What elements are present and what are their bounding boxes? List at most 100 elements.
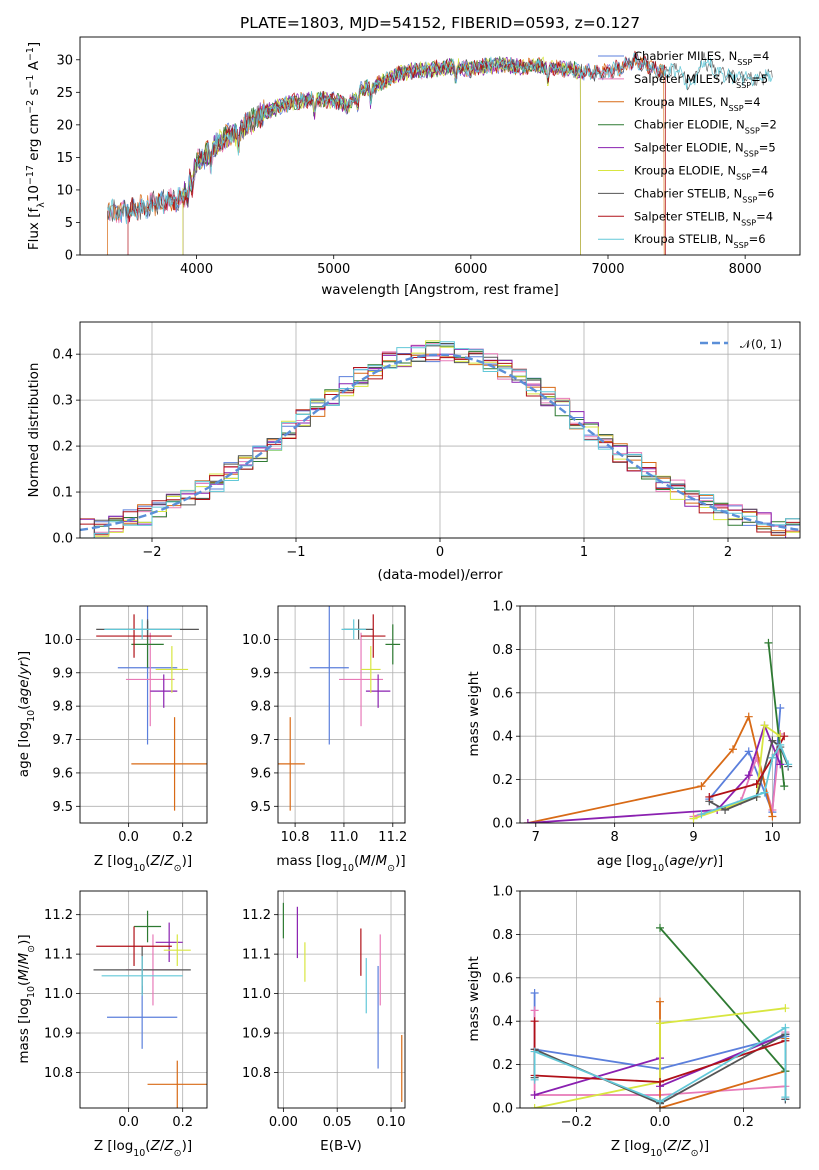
age-z-ylabel-part: age [log xyxy=(16,722,32,777)
age-mass-xtick-label: 11.2 xyxy=(378,830,407,845)
residual-axes: −2 −1 0 1 2 0.0 0.1 0.2 0.3 0.4 xyxy=(52,321,801,560)
spectrum-ylabel-part: 10 xyxy=(26,185,42,202)
weight-z-ytick-label: 0.8 xyxy=(492,928,513,943)
spectrum-ylabel-part: Flux [f xyxy=(26,207,42,251)
weight-age-xtick-label-part: 7 xyxy=(532,830,540,845)
spectrum-ylabel-part: λ xyxy=(36,202,47,208)
weight-z-kroupa-stelib-marker xyxy=(781,1023,790,1032)
age-z-ylabel-part: ( xyxy=(16,705,32,710)
legend-label-kroupa-elodie-part: SSP xyxy=(736,172,751,181)
weight-age-xlabel-part: age [log xyxy=(597,853,652,869)
age-mass-xlabel-part: 10 xyxy=(342,863,354,874)
age-z-ylabel-part: 10 xyxy=(26,710,37,722)
age-z-ylabel-part: age xyxy=(16,679,32,704)
weight-z-line-kroupa-elodie xyxy=(534,1007,786,1108)
weight-z-ytick-label: 0.2 xyxy=(492,1058,513,1073)
legend-label-kroupa-elodie: Kroupa ELODIE, NSSP=4 xyxy=(634,164,768,182)
weight-age-ytick-label: 0.2 xyxy=(492,773,513,788)
weight-z-chabrier-miles-marker xyxy=(530,988,539,997)
residual-legend: 𝒩(0, 1) xyxy=(700,337,782,351)
weight-z-frame xyxy=(519,890,801,1109)
spectrum-plot xyxy=(107,50,773,255)
residual-ylabel-part: Normed distribution xyxy=(26,363,42,498)
mass-z-xlabel-part: Z [log xyxy=(94,1138,133,1154)
age-mass-xtick-label-part: 10.8 xyxy=(281,830,310,845)
spectrum-xtick-label-part: 4000 xyxy=(180,262,213,277)
weight-age-ytick-label: 0.0 xyxy=(492,817,513,832)
mass-z-xlabel-part: )] xyxy=(182,1138,193,1154)
weight-z-plot xyxy=(530,923,790,1108)
residual-xtick-label-part: −2 xyxy=(142,545,161,560)
mass-z-xtick-label: 0.2 xyxy=(172,1115,193,1130)
weight-age-xlabel-part: 10 xyxy=(652,863,664,874)
weight-age-salpeter-stelib-marker xyxy=(705,792,714,801)
age-mass-xtick-label-part: 11.2 xyxy=(378,830,407,845)
age-z-ytick-label: 10.0 xyxy=(44,633,73,648)
legend-label-kroupa-stelib-part: SSP xyxy=(734,241,749,250)
spectrum-ylabel-part: −17 xyxy=(25,165,36,185)
weight-age-kroupa-miles-marker xyxy=(744,712,753,721)
weight-z-xlabel-part: Z xyxy=(680,1138,691,1154)
residual-hist-salpeter-miles xyxy=(80,342,800,533)
spectrum-xtick-label-part: 6000 xyxy=(454,262,487,277)
weight-z-kroupa-stelib-marker xyxy=(530,1075,539,1084)
spectrum-ytick-label-part: 15 xyxy=(56,151,73,166)
mass-z-ytick-label-part: 10.9 xyxy=(44,1027,73,1042)
mass-ebv-xtick-label-part: 0.05 xyxy=(323,1115,352,1130)
weight-z-line-kroupa-miles xyxy=(659,1001,787,1108)
spectrum-xtick-label: 5000 xyxy=(317,262,350,277)
age-z-xlabel-part: Z xyxy=(163,853,174,869)
age-mass-xlabel-part: mass [log xyxy=(276,853,342,869)
weight-age-xtick-label: 7 xyxy=(532,830,540,845)
legend-label-salpeter-miles-part: SSP xyxy=(736,80,751,89)
age-z-xlabel-part: ( xyxy=(145,853,150,869)
mass-ebv-xtick-label: 0.00 xyxy=(269,1115,298,1130)
spectrum-ylabel-part: ] xyxy=(26,42,42,47)
spectrum-ytick-label: 10 xyxy=(56,183,73,198)
age-z-ytick-label-part: 10.0 xyxy=(44,633,73,648)
mass-z-ylabel-part: 10 xyxy=(26,986,37,998)
residual-xtick-label: −1 xyxy=(286,545,305,560)
spectrum-line-kroupa-stelib xyxy=(107,52,773,225)
legend-label-salpeter-miles-part: =5 xyxy=(751,72,768,86)
age-mass-ytick-label-part: 9.7 xyxy=(250,733,271,748)
weight-z-xlabel: Z [log10(Z/Z⊙)] xyxy=(611,1138,709,1159)
weight-age-xtick-label: 8 xyxy=(611,830,619,845)
age-mass-ytick-label-part: 10.0 xyxy=(242,633,271,648)
age-z-ylabel-part: )] xyxy=(16,651,32,662)
mass-z-ylabel-part: ⊙ xyxy=(26,945,37,953)
legend-label-salpeter-elodie-part: Salpeter ELODIE, N xyxy=(634,141,744,155)
spectrum-axes: 4000 5000 6000 7000 8000 0 5 10 15 20 25 30 xyxy=(56,36,801,277)
weight-age-frame xyxy=(519,605,801,824)
weight-age-xtick-label: 10 xyxy=(764,830,781,845)
spectrum-ylabel-part: −1 xyxy=(25,47,36,61)
legend-label-kroupa-stelib-part: =6 xyxy=(749,232,766,246)
mass-z-plot xyxy=(93,910,207,1108)
age-z-ytick-label-part: 9.9 xyxy=(52,666,73,681)
weight-z-ytick-label-part: 0.0 xyxy=(492,1102,513,1117)
weight-age-plot xyxy=(523,638,793,823)
legend-label-salpeter-miles: Salpeter MILES, NSSP=5 xyxy=(634,72,768,90)
legend-label-chabrier-elodie-part: Chabrier ELODIE, N xyxy=(634,118,745,132)
weight-z-axes: −0.2 0.0 0.2 0.0 0.2 0.4 0.6 0.8 1.0 xyxy=(492,885,801,1130)
age-z-grid xyxy=(80,606,207,823)
mass-ebv-ytick-label-part: 11.1 xyxy=(242,948,271,963)
legend-label-salpeter-stelib: Salpeter STELIB, NSSP=4 xyxy=(634,209,773,227)
mass-ebv-ytick-label-part: 10.9 xyxy=(242,1027,271,1042)
spectrum-xtick-label: 4000 xyxy=(180,262,213,277)
mass-z-ytick-label: 11.0 xyxy=(44,987,73,1002)
legend-label-chabrier-elodie-part: =2 xyxy=(760,118,777,132)
mass-z-ytick-label: 11.2 xyxy=(44,908,73,923)
age-z-ytick-label: 9.7 xyxy=(52,733,73,748)
weight-z-ytick-label-part: 0.8 xyxy=(492,928,513,943)
mass-z-xlabel-part: / xyxy=(160,1138,165,1154)
age-mass-ytick-label-part: 9.9 xyxy=(250,666,271,681)
age-z-frame xyxy=(79,605,208,824)
residual-ytick-label-part: 0.0 xyxy=(52,532,73,547)
age-mass-ytick-label-part: 9.6 xyxy=(250,766,271,781)
mass-z-ylabel-part: mass [log xyxy=(16,998,32,1064)
age-mass-ytick-label-part: 9.5 xyxy=(250,800,271,815)
residual-legend-label-part: 𝒩 xyxy=(740,337,754,351)
mass-z-xlabel: Z [log10(Z/Z⊙)] xyxy=(94,1138,192,1159)
weight-age-ylabel-part: mass weight xyxy=(466,671,482,756)
